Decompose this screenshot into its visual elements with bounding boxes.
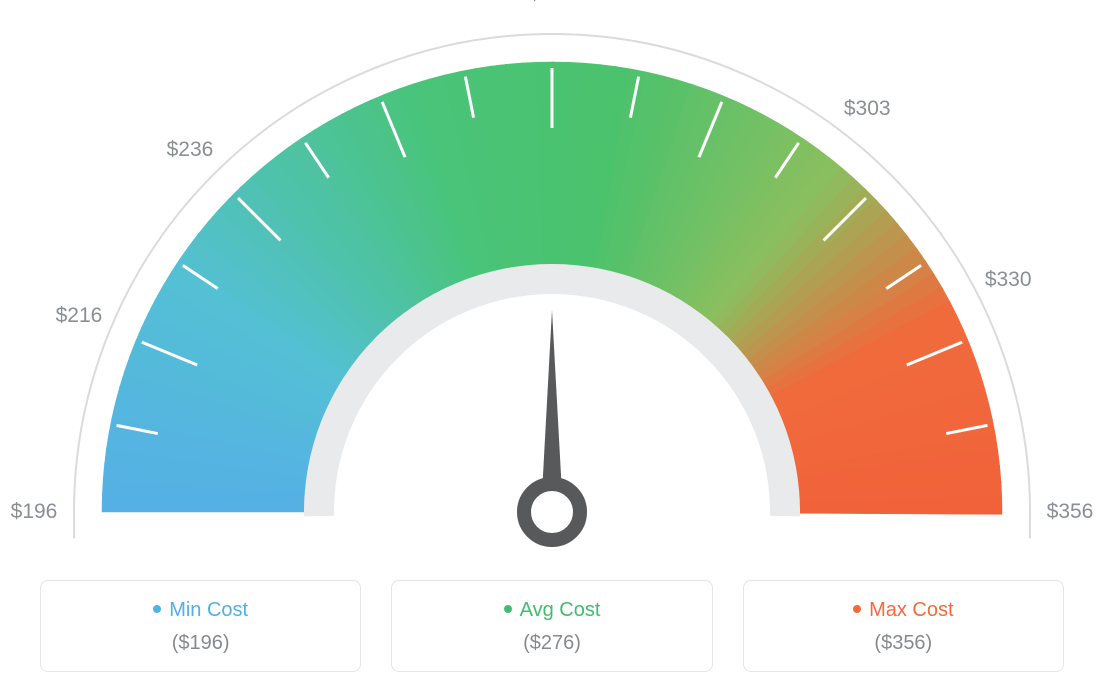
chart-container: $196 $216 $236 $276 $303 $330 $356 Min Cost ($… <box>0 0 1104 690</box>
tick-label: $303 <box>844 97 891 121</box>
tick-label: $356 <box>1047 500 1094 524</box>
legend-title-avg: Avg Cost <box>402 599 701 622</box>
tick-label: $216 <box>56 304 103 328</box>
gauge: $196 $216 $236 $276 $303 $330 $356 <box>0 0 1104 560</box>
tick-label: $196 <box>11 500 58 524</box>
legend-title-max: Max Cost <box>754 599 1053 622</box>
legend-label-min: Min Cost <box>169 599 248 621</box>
legend-card-min: Min Cost ($196) <box>40 580 361 672</box>
tick-label: $276 <box>529 0 576 6</box>
gauge-svg <box>0 0 1104 560</box>
tick-label: $330 <box>985 268 1032 292</box>
legend-value-avg: ($276) <box>402 632 701 655</box>
legend-value-min: ($196) <box>51 632 350 655</box>
needle-hub <box>524 484 580 540</box>
legend-label-max: Max Cost <box>869 599 953 621</box>
legend-card-avg: Avg Cost ($276) <box>391 580 712 672</box>
legend-title-min: Min Cost <box>51 599 350 622</box>
legend-label-avg: Avg Cost <box>520 599 601 621</box>
dot-icon <box>853 605 861 613</box>
dot-icon <box>153 605 161 613</box>
legend-card-max: Max Cost ($356) <box>743 580 1064 672</box>
tick-label: $236 <box>167 138 214 162</box>
legend-value-max: ($356) <box>754 632 1053 655</box>
dot-icon <box>504 605 512 613</box>
legend-row: Min Cost ($196) Avg Cost ($276) Max Cost… <box>40 580 1064 672</box>
